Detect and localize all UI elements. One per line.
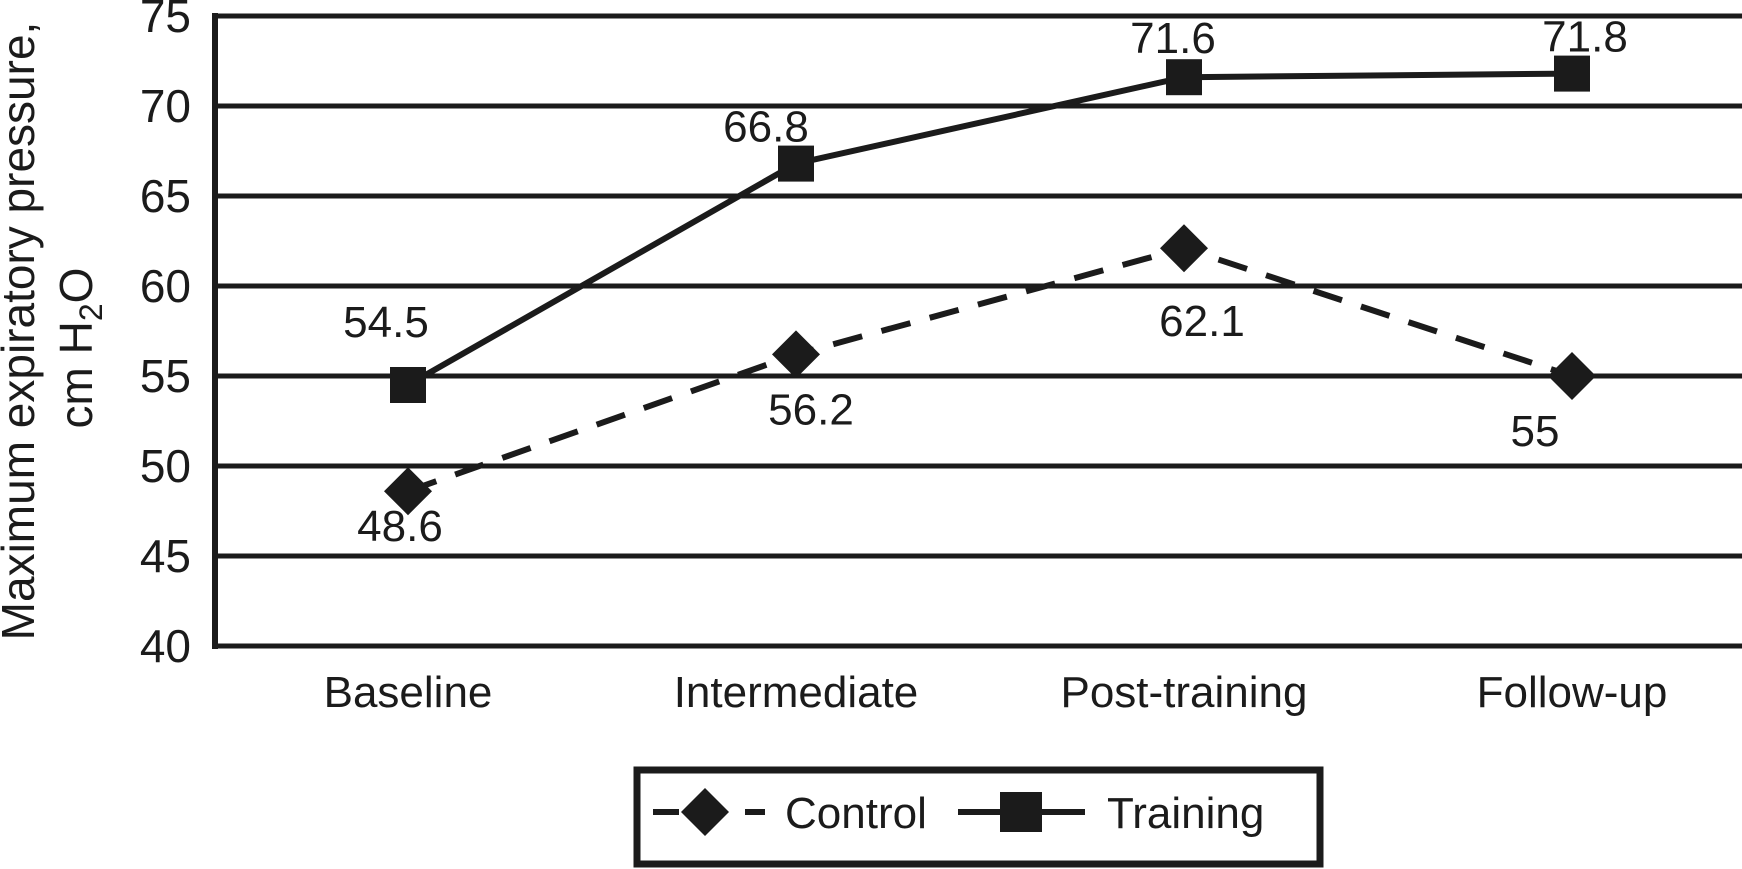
- y-axis-title-line2: cm H2O: [50, 268, 109, 429]
- legend-box: [633, 766, 1324, 868]
- legend-training-label: Training: [1107, 789, 1264, 838]
- legend-control-diamond-icon: [681, 788, 729, 836]
- training-line: [406, 70, 1573, 388]
- legend-training-square-icon: [1000, 792, 1042, 832]
- control-diamond-marker: [1160, 224, 1208, 273]
- y-tick-label-50: 50: [140, 440, 191, 492]
- control-diamond-marker: [772, 330, 820, 379]
- y-tick-label-65: 65: [140, 170, 191, 222]
- y-tick-label-40: 40: [140, 620, 191, 672]
- y-tick-label-55: 55: [140, 350, 191, 402]
- control-diamond-marker: [1548, 352, 1596, 400]
- x-category-label-intermediate: Intermediate: [674, 668, 919, 717]
- y-tick-label-75: 75: [140, 0, 191, 42]
- control-data-label-2: 62.1: [1159, 297, 1245, 346]
- y-axis-title: Maximum expiratory pressure, cm H2O: [0, 22, 109, 641]
- control-line: [407, 245, 1573, 495]
- y-tick-label-70: 70: [140, 80, 191, 132]
- training-square-marker: [1554, 55, 1590, 92]
- training-data-label-1: 66.8: [723, 103, 809, 152]
- control-diamond-marker: [384, 467, 432, 516]
- y-axis-title-line1: Maximum expiratory pressure,: [0, 22, 44, 641]
- x-category-label-baseline: Baseline: [324, 668, 493, 717]
- control-data-label-0: 48.6: [357, 502, 443, 551]
- training-square-marker: [1166, 59, 1202, 96]
- legend: Control Training: [633, 766, 1324, 868]
- y-axis-title-unit-subscript: 2: [73, 303, 109, 321]
- x-category-label-post-training: Post-training: [1060, 668, 1307, 717]
- training-data-label-2: 71.6: [1130, 14, 1216, 63]
- y-axis-title-unit-suffix: O: [50, 268, 102, 304]
- training-data-label-0: 54.5: [343, 298, 429, 347]
- training-data-label-3: 71.8: [1542, 13, 1628, 62]
- control-data-label-3: 55: [1511, 407, 1560, 456]
- legend-control-label: Control: [785, 789, 927, 838]
- plot-area: 75 70 65 60 55 50 45 40 Baseline Intermediate Post…: [140, 0, 1742, 717]
- y-tick-label-45: 45: [140, 530, 191, 582]
- x-category-label-follow-up: Follow-up: [1477, 668, 1668, 717]
- y-axis-title-unit-prefix: cm H: [50, 321, 102, 428]
- y-tick-label-60: 60: [140, 260, 191, 312]
- training-square-marker: [778, 145, 814, 182]
- control-data-label-1: 56.2: [768, 385, 854, 434]
- training-square-marker: [390, 367, 426, 403]
